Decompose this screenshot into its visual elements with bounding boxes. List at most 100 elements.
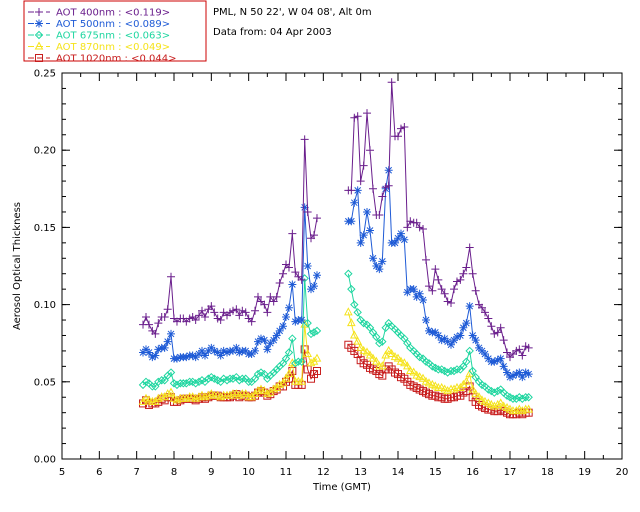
data-point	[284, 303, 293, 312]
data-point	[396, 124, 405, 133]
data-point	[384, 181, 393, 190]
data-point	[363, 207, 372, 216]
data-point	[347, 284, 356, 294]
data-point	[503, 348, 512, 357]
data-point	[372, 356, 381, 365]
data-point	[200, 312, 209, 321]
data-point	[493, 328, 502, 337]
data-point	[456, 331, 465, 340]
x-tick-label: 17	[504, 467, 517, 478]
data-point	[153, 393, 163, 402]
data-point	[223, 348, 232, 357]
data-point	[238, 374, 247, 383]
data-point	[300, 345, 309, 354]
data-point	[450, 393, 458, 402]
data-point	[391, 238, 400, 247]
data-point	[496, 398, 506, 407]
data-point	[434, 331, 443, 340]
data-point	[372, 262, 381, 270]
data-point	[512, 394, 521, 403]
legend-label: AOT 500nm : <0.089>	[56, 19, 170, 30]
data-point	[167, 272, 176, 281]
y-axis-label: Aerosol Optical Thickness	[12, 202, 23, 330]
data-point	[468, 393, 477, 402]
data-point	[475, 343, 484, 352]
data-point	[148, 382, 157, 391]
data-point	[347, 186, 356, 195]
data-point	[394, 132, 402, 141]
data-point	[422, 316, 430, 325]
data-point	[521, 368, 530, 377]
x-tick-label: 18	[541, 467, 554, 478]
data-point	[167, 329, 176, 338]
data-point	[204, 390, 213, 399]
data-point	[142, 312, 150, 321]
data-point	[260, 386, 269, 395]
data-point	[353, 112, 362, 121]
x-axis-label: Time (GMT)	[312, 482, 371, 493]
data-point	[443, 386, 452, 395]
data-point	[508, 371, 517, 380]
data-point	[450, 285, 458, 294]
data-point	[247, 317, 256, 326]
data-point	[303, 348, 312, 358]
station-info: PML, N 50 22', W 04 08', Alt 0m	[213, 7, 372, 18]
data-point	[359, 345, 368, 354]
data-point	[362, 347, 372, 356]
data-point	[151, 329, 160, 338]
y-tick-label: 0.15	[34, 223, 56, 234]
data-point	[263, 308, 272, 317]
data-point	[471, 286, 480, 295]
data-point	[234, 390, 244, 399]
data-point	[396, 229, 405, 238]
data-point	[272, 292, 281, 301]
legend-label: AOT 675nm : <0.063>	[56, 31, 170, 42]
data-point	[462, 357, 471, 366]
data-point	[225, 374, 235, 383]
data-point	[35, 8, 43, 16]
data-point	[312, 271, 321, 280]
data-point	[490, 357, 499, 366]
data-point	[424, 378, 434, 387]
x-tick-label: 7	[133, 467, 139, 478]
data-point	[269, 297, 278, 306]
data-point	[350, 113, 359, 122]
data-point	[291, 317, 300, 326]
data-point	[524, 393, 533, 402]
data-point	[194, 377, 204, 387]
data-point	[34, 41, 44, 50]
data-point	[366, 146, 374, 155]
data-point	[297, 275, 306, 284]
data-point	[256, 384, 266, 393]
data-point	[154, 377, 163, 387]
data-point	[210, 308, 219, 317]
data-point	[434, 275, 443, 284]
y-tick-label: 0.20	[34, 146, 56, 157]
data-point	[363, 109, 372, 118]
x-tick-label: 12	[317, 467, 330, 478]
data-point	[172, 380, 182, 390]
data-point	[216, 392, 226, 401]
data-point	[163, 305, 172, 314]
data-point	[434, 365, 443, 374]
data-point	[254, 337, 262, 346]
data-point	[269, 368, 278, 377]
data-point	[269, 384, 279, 393]
data-point	[281, 354, 291, 363]
data-point	[415, 223, 424, 232]
data-point	[235, 376, 244, 385]
data-point	[412, 292, 421, 301]
data-point	[288, 358, 297, 367]
data-point	[480, 396, 490, 405]
data-point	[200, 351, 209, 360]
data-point	[195, 311, 204, 320]
data-point	[396, 356, 406, 365]
data-point	[456, 365, 465, 374]
data-point	[297, 376, 307, 385]
data-point	[344, 269, 353, 278]
data-point	[403, 223, 412, 232]
data-point	[241, 308, 250, 317]
data-point	[306, 358, 316, 367]
data-point	[471, 336, 480, 345]
data-point	[312, 214, 321, 223]
